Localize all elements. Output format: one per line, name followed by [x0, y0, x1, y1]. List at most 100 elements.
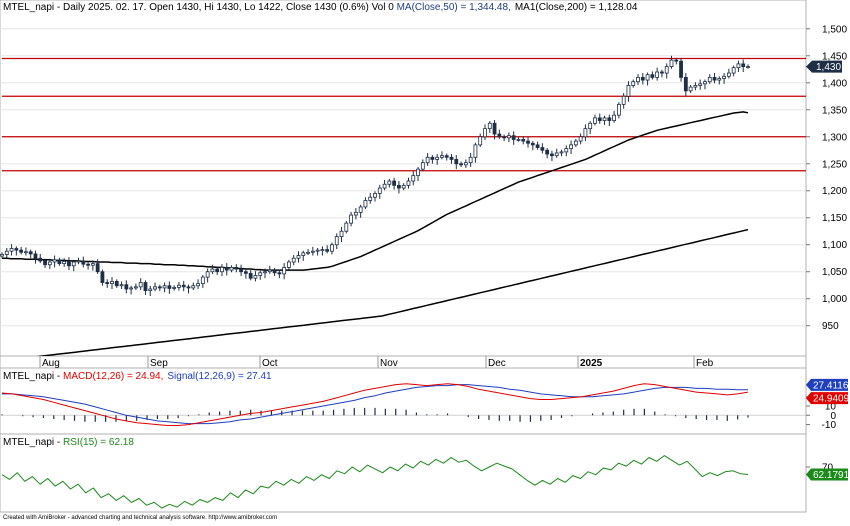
- price-tick-label: 1,100: [822, 240, 847, 251]
- candle-body: [516, 139, 521, 141]
- candle-body: [358, 206, 363, 213]
- candle-body: [325, 249, 330, 252]
- date-tick-label: 2025: [580, 358, 603, 369]
- candle-body: [306, 251, 310, 254]
- candle-body: [344, 222, 349, 232]
- candle-body: [349, 214, 353, 224]
- price-tick-label: 1,050: [822, 267, 847, 278]
- candle-body: [545, 149, 550, 155]
- candle-body: [411, 175, 416, 182]
- candle-body: [741, 63, 746, 67]
- candle-body: [19, 249, 24, 253]
- candle-body: [660, 71, 664, 74]
- candle-body: [124, 284, 129, 290]
- candle-body: [440, 155, 444, 158]
- candle-body: [420, 162, 425, 170]
- date-axis: [0, 355, 807, 369]
- candle-body: [81, 260, 86, 265]
- candle-body: [703, 81, 707, 85]
- candle-body: [162, 285, 167, 289]
- candle-body: [478, 136, 483, 146]
- candle-body: [133, 286, 138, 289]
- rsi-tick-label: 70: [822, 463, 834, 474]
- macd-value-badge: [806, 392, 848, 405]
- candle-body: [353, 211, 358, 216]
- candle-body: [616, 103, 621, 116]
- date-tick-label: Dec: [488, 358, 506, 369]
- candle-body: [0, 254, 4, 257]
- candle-body: [38, 257, 43, 262]
- macd-panel: [0, 367, 807, 435]
- candle-body: [234, 267, 239, 270]
- price-tick-label: 950: [822, 321, 839, 332]
- candle-body: [277, 272, 282, 275]
- candle-body: [76, 260, 81, 263]
- signal-label: Signal(12,26,9) = 27.41: [167, 371, 272, 382]
- rsi-header-prefix: MTEL_napi -: [3, 437, 63, 448]
- rsi-panel: [0, 433, 807, 513]
- macd-tick-label: 10: [825, 402, 837, 413]
- candle-body: [497, 133, 502, 138]
- candle-body: [287, 261, 291, 268]
- price-tick-label: 1,500: [822, 24, 847, 35]
- price-tick-label: 1,000: [822, 294, 847, 305]
- candle-body: [530, 142, 535, 146]
- candle-body: [645, 74, 650, 81]
- candle-body: [387, 180, 392, 185]
- candle-body: [583, 128, 588, 138]
- price-x-axis: Aug Sep Oct Nov Dec 2025 Feb: [39, 356, 714, 369]
- price-tick-label: 1,200: [822, 186, 847, 197]
- candle-body: [449, 156, 454, 160]
- price-tick-label: 1,450: [822, 51, 847, 62]
- candle-body: [334, 236, 339, 246]
- signal-line: [2, 384, 748, 425]
- macd-header: MTEL_napi - MACD(12,26) = 24.94, Signal(1…: [3, 371, 272, 382]
- candle-body: [511, 135, 516, 140]
- rsi-value-badge: [806, 468, 848, 481]
- candle-body: [291, 257, 296, 263]
- last-price-label: 1,430: [816, 62, 841, 73]
- candle-body: [712, 76, 717, 81]
- candle-body: [320, 249, 325, 251]
- candle-body: [119, 284, 124, 287]
- candle-body: [263, 271, 267, 274]
- candle-body: [435, 156, 440, 160]
- ma50-label: MA(Close,50) = 1,344.48,: [397, 2, 511, 13]
- candle-body: [454, 159, 459, 165]
- candle-body: [315, 249, 320, 252]
- candle-body: [330, 244, 334, 252]
- candle-body: [612, 114, 617, 121]
- candle-body: [698, 83, 703, 86]
- candle-body: [220, 267, 224, 273]
- candle-body: [205, 271, 210, 278]
- date-tick-label: Nov: [380, 358, 398, 369]
- candle-body: [468, 156, 473, 164]
- candle-body: [731, 67, 736, 74]
- macd-value-label: 27.4116: [813, 380, 849, 391]
- candle-body: [483, 128, 487, 138]
- price-header-prefix: MTEL_napi - Daily 2025. 02. 17. Open 143…: [3, 2, 397, 13]
- price-tick-label: 1,300: [822, 132, 847, 143]
- candle-body: [664, 66, 669, 74]
- candle-body: [621, 95, 626, 105]
- ma50-line: [2, 111, 749, 271]
- candle-body: [172, 286, 177, 289]
- candle-body: [167, 285, 172, 289]
- candle-body: [392, 180, 397, 186]
- candle-body: [640, 76, 645, 81]
- candle-body: [540, 147, 545, 151]
- date-tick-label: Oct: [262, 358, 278, 369]
- footer-credit: Created with AmiBroker - advanced charti…: [3, 515, 277, 521]
- candle-body: [726, 72, 731, 77]
- candle-body: [559, 151, 564, 154]
- candle-body: [186, 286, 191, 289]
- macd-label: MACD(12,26) = 24.94,: [63, 371, 163, 382]
- candle-body: [224, 267, 229, 271]
- candle-body: [28, 251, 33, 255]
- candle-body: [138, 282, 143, 288]
- candle-body: [506, 135, 511, 139]
- candle-body: [473, 144, 478, 158]
- candle-body: [736, 63, 741, 69]
